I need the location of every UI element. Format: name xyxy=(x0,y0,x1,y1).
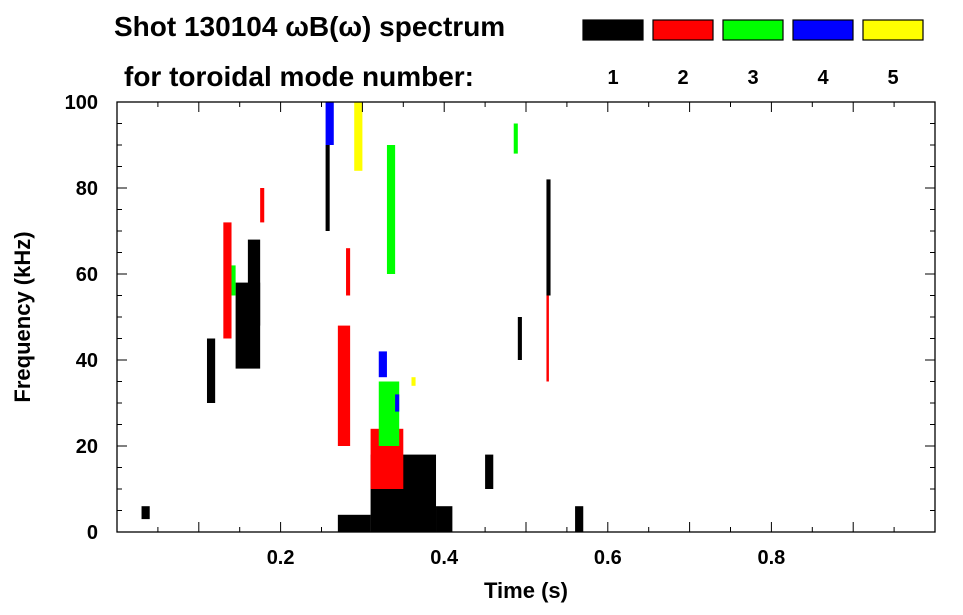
x-tick-label-0: 0.2 xyxy=(267,547,295,569)
mode-1-feature-7 xyxy=(546,179,551,296)
plot-marks xyxy=(141,102,584,532)
chart-subtitle: for toroidal mode number: xyxy=(124,61,474,92)
legend-label-4: 4 xyxy=(817,67,829,89)
mode-3-feature-2 xyxy=(231,265,236,296)
x-tick-label-3: 0.8 xyxy=(757,547,785,569)
mode-1-feature-2 xyxy=(206,338,216,403)
mode-1-feature-3 xyxy=(325,145,330,231)
x-tick-label-1: 0.4 xyxy=(430,547,459,569)
mode-1-feature-11 xyxy=(517,317,522,360)
tick-labels: 0.2 0.4 0.6 0.8 0 20 40 60 80 100 xyxy=(65,92,786,569)
x-tick-label-2: 0.6 xyxy=(594,547,622,569)
legend-label-3: 3 xyxy=(747,67,758,89)
mode-5-feature-0 xyxy=(354,102,363,171)
mode-5-feature-1 xyxy=(411,377,416,386)
mode-3-feature-3 xyxy=(513,123,518,154)
legend-label-1: 1 xyxy=(607,67,618,89)
mode-1-feature-8 xyxy=(141,506,150,520)
x-axis-label: Time (s) xyxy=(484,578,568,603)
y-tick-label-1: 20 xyxy=(76,436,98,458)
mode-1-feature-1 xyxy=(235,282,261,369)
mode-4-feature-0 xyxy=(325,102,334,145)
y-tick-label-2: 40 xyxy=(76,350,98,372)
mode-3-feature-0 xyxy=(378,381,400,446)
mode-1-feature-6 xyxy=(436,506,453,532)
mode-1-feature-10 xyxy=(485,454,494,489)
mode-4-feature-1 xyxy=(378,351,387,378)
legend-swatch-5 xyxy=(862,19,924,41)
mode-1-feature-5 xyxy=(337,514,371,532)
axis-ticks xyxy=(117,101,936,533)
legend-swatch-3 xyxy=(722,19,784,41)
y-tick-label-5: 100 xyxy=(65,92,98,114)
mode-2-feature-1 xyxy=(260,188,265,223)
mode-4-feature-2 xyxy=(395,394,400,412)
mode-1-feature-9 xyxy=(575,506,584,532)
mode-2-feature-2 xyxy=(337,325,351,446)
legend: 1 2 3 4 5 xyxy=(582,19,924,89)
chart-title: Shot 130104 ωB(ω) spectrum xyxy=(114,11,505,42)
legend-swatch-1 xyxy=(582,19,644,41)
mode-2-feature-4 xyxy=(346,248,351,296)
mode-3-feature-1 xyxy=(386,145,396,274)
y-axis-label: Frequency (kHz) xyxy=(10,231,35,402)
legend-label-5: 5 xyxy=(887,67,898,89)
legend-label-2: 2 xyxy=(677,67,688,89)
legend-swatch-2 xyxy=(652,19,714,41)
mode-2-feature-5 xyxy=(546,295,549,382)
mode-2-feature-0 xyxy=(223,222,232,339)
y-tick-label-4: 80 xyxy=(76,178,98,200)
y-tick-label-0: 0 xyxy=(87,522,98,544)
legend-swatch-4 xyxy=(792,19,854,41)
y-tick-label-3: 60 xyxy=(76,264,98,286)
